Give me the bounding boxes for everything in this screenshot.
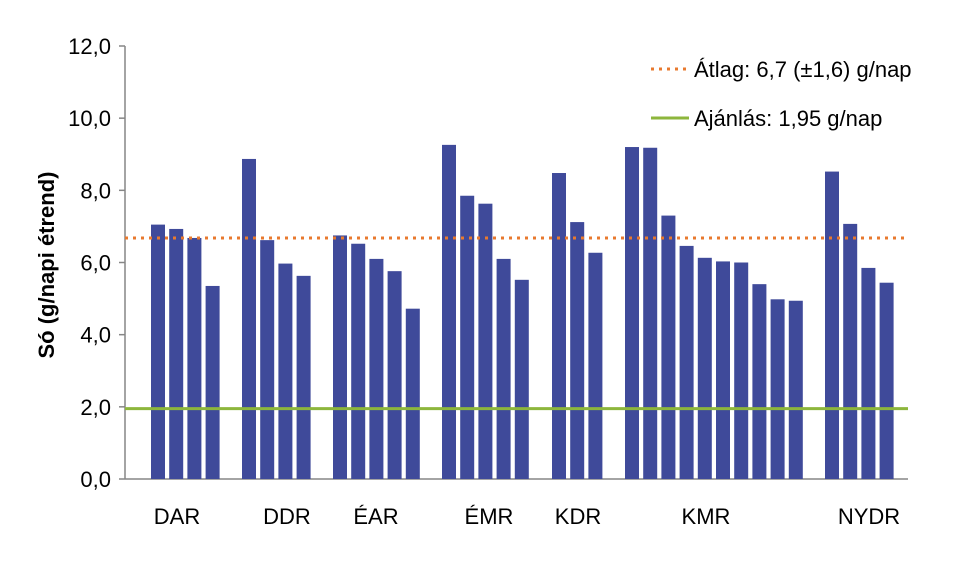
bars <box>151 144 894 480</box>
bar-éar-5 <box>405 308 420 479</box>
bar-kmr-8 <box>752 284 767 479</box>
bar-ddr-2 <box>260 240 275 479</box>
category-label-kmr: KMR <box>682 504 731 529</box>
legend: Átlag: 6,7 (±1,6) g/nap Ajánlás: 1,95 g/… <box>651 57 912 131</box>
y-tick-label: 6,0 <box>80 251 111 276</box>
bar-ddr-1 <box>242 158 256 479</box>
bar-kmr-1 <box>625 147 639 480</box>
category-label-kdr: KDR <box>555 504 601 529</box>
bar-dar-1 <box>151 224 165 479</box>
bar-dar-3 <box>187 237 202 479</box>
category-label-dar: DAR <box>154 504 200 529</box>
bar-nydr-4 <box>879 282 894 479</box>
y-tick-label: 12,0 <box>68 34 111 59</box>
bar-dar-4 <box>205 285 220 479</box>
y-ticks: 0,0 2,0 4,0 6,0 8,0 10,0 12,0 <box>68 34 125 492</box>
category-labels: DAR DDR ÉAR ÉMR KDR KMR NYDR <box>154 504 900 529</box>
y-tick-label: 10,0 <box>68 106 111 131</box>
bar-kmr-9 <box>770 299 785 479</box>
bar-éar-4 <box>387 271 402 479</box>
bar-émr-5 <box>514 279 529 479</box>
bar-kmr-10 <box>788 300 803 479</box>
legend-label-average: Átlag: 6,7 (±1,6) g/nap <box>694 57 912 82</box>
bar-nydr-3 <box>861 267 876 479</box>
category-label-éar: ÉAR <box>353 504 398 529</box>
bar-ddr-3 <box>278 263 293 479</box>
bar-dar-2 <box>169 228 184 479</box>
y-axis-label: Só (g/napi étrend) <box>34 172 59 359</box>
bar-émr-1 <box>442 144 456 479</box>
bar-kmr-5 <box>697 257 712 479</box>
legend-label-recommendation: Ajánlás: 1,95 g/nap <box>694 106 882 131</box>
y-tick-label: 8,0 <box>80 178 111 203</box>
y-tick-label: 2,0 <box>80 395 111 420</box>
bar-émr-3 <box>478 203 493 479</box>
y-tick-label: 4,0 <box>80 323 111 348</box>
bar-kdr-2 <box>570 222 585 479</box>
bar-kdr-3 <box>588 252 603 479</box>
reference-lines <box>125 236 908 411</box>
bar-kmr-6 <box>716 261 730 479</box>
category-label-émr: ÉMR <box>465 504 514 529</box>
bar-nydr-2 <box>843 223 858 479</box>
bar-ddr-4 <box>296 275 311 479</box>
bar-kmr-3 <box>661 215 676 479</box>
bar-éar-3 <box>369 258 384 479</box>
bar-éar-1 <box>333 235 347 479</box>
bar-kmr-4 <box>679 245 694 479</box>
bar-éar-2 <box>351 243 366 479</box>
category-label-ddr: DDR <box>263 504 311 529</box>
bar-émr-4 <box>496 258 511 479</box>
y-tick-label: 0,0 <box>80 467 111 492</box>
bar-kmr-2 <box>643 147 658 479</box>
bar-nydr-1 <box>825 171 839 479</box>
category-label-nydr: NYDR <box>838 504 900 529</box>
bar-kdr-1 <box>552 173 566 479</box>
bar-kmr-7 <box>734 262 749 479</box>
